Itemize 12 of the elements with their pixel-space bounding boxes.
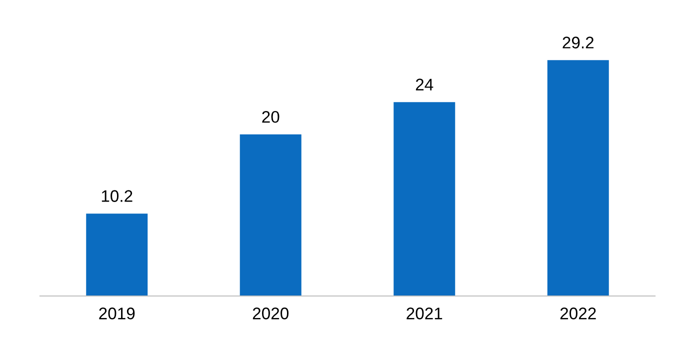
bar xyxy=(86,214,148,296)
x-tick-label: 2021 xyxy=(406,308,442,320)
bar xyxy=(547,60,609,296)
bar xyxy=(240,134,302,296)
data-label: 29.2 xyxy=(562,36,594,48)
bar xyxy=(394,102,456,296)
x-tick-label: 2019 xyxy=(99,308,135,320)
x-tick-label: 2020 xyxy=(252,308,289,320)
data-label: 24 xyxy=(416,78,434,90)
x-tick-label: 2022 xyxy=(560,308,596,320)
data-label: 10.2 xyxy=(102,190,132,202)
data-label: 20 xyxy=(262,110,280,123)
